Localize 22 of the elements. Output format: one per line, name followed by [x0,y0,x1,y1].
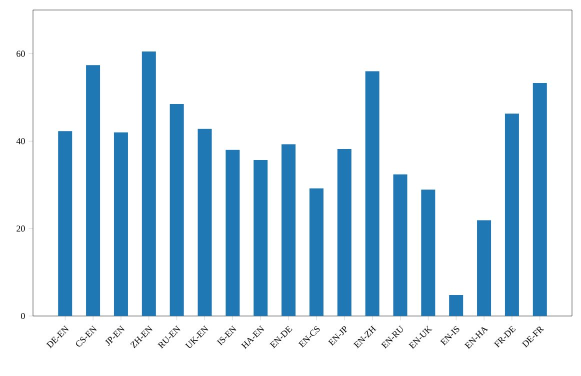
bar [58,131,72,316]
y-tick-label: 0 [21,312,25,320]
bar [477,220,492,316]
bar [449,295,464,316]
bar [282,144,296,316]
bar [337,149,352,316]
bar [86,65,100,316]
y-tick-label: 20 [16,226,25,232]
bar [532,83,547,316]
bar [170,104,184,316]
bar [226,150,240,316]
bar [421,190,436,316]
bar [254,160,268,316]
y-tick-label: 40 [16,138,25,144]
bar [198,128,212,316]
bar [504,114,519,316]
bar [393,174,408,316]
y-tick-label: 60 [16,50,25,57]
bar [309,188,324,316]
bar [114,132,128,316]
bar [142,52,156,316]
bar [365,71,380,316]
